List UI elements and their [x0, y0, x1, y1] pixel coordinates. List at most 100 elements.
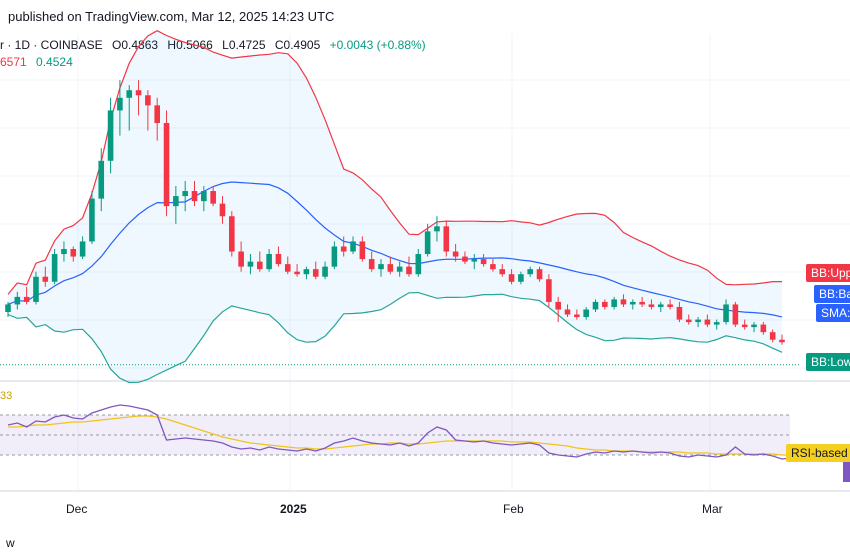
- candle-body: [508, 274, 515, 282]
- candle-body: [275, 254, 282, 265]
- rsi-axis-marker: [843, 452, 850, 482]
- candle-body: [629, 301, 636, 305]
- candle-body: [471, 259, 478, 262]
- close-value: C0.4905: [274, 38, 321, 52]
- xaxis-mar: Mar: [702, 502, 723, 516]
- candle-body: [462, 256, 468, 262]
- candle-body: [685, 319, 692, 323]
- candle-body: [340, 246, 347, 252]
- candle-body: [480, 259, 487, 265]
- tag-rsi-based: RSI-based: [786, 444, 850, 462]
- candle-body: [732, 304, 739, 325]
- bb-upper-value: 6571: [0, 55, 27, 69]
- high-value: H0.5066: [167, 38, 212, 52]
- candle-body: [751, 324, 757, 328]
- candle-body: [704, 319, 711, 325]
- candle-body: [779, 339, 785, 343]
- bb-legend: 6571 0.4524: [0, 55, 73, 69]
- candle-body: [312, 269, 319, 277]
- candle-body: [238, 251, 244, 267]
- candle-body: [126, 90, 133, 98]
- bb-upper-line: [7, 30, 782, 295]
- candle-body: [89, 198, 95, 242]
- grid: [0, 34, 850, 492]
- candle-body: [303, 269, 310, 275]
- publish-header: published on TradingView.com, Mar 12, 20…: [0, 0, 850, 34]
- candle-body: [527, 269, 534, 275]
- candle-body: [107, 110, 114, 161]
- candle-body: [396, 266, 403, 272]
- candle-body: [229, 216, 235, 252]
- candle-body: [499, 269, 506, 275]
- candle-body: [620, 299, 627, 305]
- candle-body: [350, 241, 356, 252]
- candle-body: [648, 304, 655, 307]
- candle-body: [406, 266, 412, 275]
- candle-body: [14, 296, 21, 305]
- publish-text: published on TradingView.com, Mar 12, 20…: [8, 9, 335, 24]
- candle-body: [490, 264, 496, 270]
- bb-basis-line: [7, 181, 783, 318]
- candle-body: [415, 254, 422, 275]
- candle-body: [182, 191, 188, 197]
- candle-body: [79, 241, 86, 257]
- tag-sma: SMA:: [816, 304, 850, 322]
- candle-body: [639, 301, 645, 305]
- candle-body: [266, 254, 272, 270]
- candle-body: [256, 261, 263, 270]
- candle-body: [657, 304, 664, 307]
- candle-body: [359, 241, 366, 260]
- tag-bb-basis: BB:Ba: [814, 285, 850, 303]
- candle-body: [518, 274, 524, 282]
- candle-body: [5, 304, 11, 312]
- candle-body: [98, 160, 105, 199]
- bb-fill: [8, 30, 782, 383]
- candle-body: [117, 97, 123, 111]
- candle-body: [760, 324, 767, 333]
- candle-body: [676, 306, 683, 320]
- candle-body: [163, 123, 170, 207]
- candle-body: [378, 264, 384, 270]
- candle-body: [667, 304, 673, 307]
- candle-body: [219, 203, 226, 217]
- xaxis-dec: Dec: [66, 502, 88, 516]
- low-value: L0.4725: [222, 38, 266, 52]
- candle-body: [210, 191, 216, 204]
- candle-body: [583, 309, 589, 318]
- candle-body: [33, 276, 39, 302]
- candle-body: [145, 95, 151, 106]
- candle-body: [322, 266, 328, 277]
- candle-body: [368, 259, 375, 270]
- candle-body: [536, 269, 543, 280]
- candle-body: [173, 196, 179, 207]
- candle-body: [574, 314, 580, 318]
- candle-body: [191, 191, 198, 202]
- ohlc-legend: r · 1D · COINBASE O0.4863 H0.5066 L0.472…: [0, 38, 426, 52]
- rsi-line: [7, 404, 792, 460]
- candle-body: [135, 90, 142, 96]
- bb-lower-line: [7, 291, 783, 384]
- candle-body: [247, 261, 254, 267]
- symbol-label[interactable]: r · 1D · COINBASE: [0, 38, 103, 52]
- candle-body: [592, 301, 599, 310]
- tag-bb-lower: BB:Low: [806, 353, 850, 371]
- change-value: +0.0043 (+0.88%): [329, 38, 426, 52]
- candle-body: [154, 105, 161, 123]
- xaxis-2025: 2025: [280, 502, 307, 516]
- xaxis-feb: Feb: [503, 502, 524, 516]
- candle-body: [741, 324, 748, 328]
- candle-body: [61, 249, 67, 255]
- open-value: O0.4863: [112, 38, 159, 52]
- candle-body: [434, 226, 440, 232]
- candle-body: [611, 299, 617, 307]
- candle-body: [42, 276, 49, 282]
- rsi-value: 33: [0, 390, 13, 402]
- candle-body: [546, 279, 552, 302]
- candle-body: [201, 191, 207, 202]
- candle-body: [387, 264, 394, 272]
- candle-body: [555, 301, 561, 310]
- candle-body: [70, 249, 77, 257]
- candle-body: [51, 254, 58, 282]
- rsi-band: [0, 415, 790, 455]
